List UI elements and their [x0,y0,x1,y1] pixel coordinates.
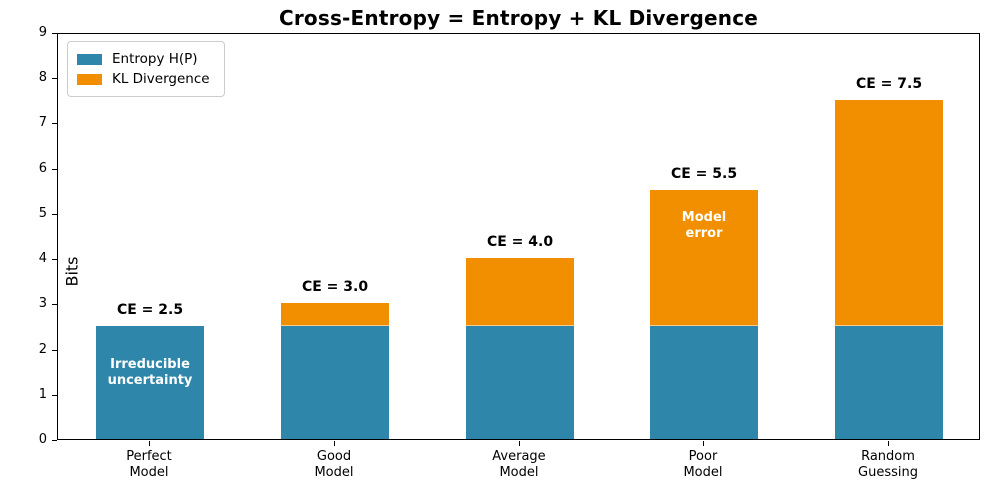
y-tick-mark [52,33,57,34]
y-tick-label: 5 [38,206,47,221]
bar-segment-entropy [96,326,204,439]
y-tick-mark [52,123,57,124]
y-tick-label: 4 [38,251,47,266]
bar-segment-kl [466,258,574,326]
bar-annotation: Irreducible uncertainty [107,357,193,388]
plot-area: Bits Entropy H(P) KL Divergence CE = 2.5 C… [57,33,980,440]
legend-label: Entropy H(P) [112,51,198,67]
bar-segment-entropy [281,326,389,439]
y-tick-mark [52,304,57,305]
legend-label: KL Divergence [112,71,210,87]
y-tick-mark [52,169,57,170]
x-tick-mark [149,441,150,446]
y-tick-mark [52,440,57,441]
x-tick-label: Good Model [314,449,354,480]
y-tick-mark [52,259,57,260]
y-tick-mark [52,395,57,396]
y-tick-label: 9 [38,25,47,40]
x-tick-label: Average Model [492,449,546,480]
bar-segment-entropy [466,326,574,439]
x-tick-label: Random Guessing [858,449,918,480]
bar-segment-entropy [650,326,758,439]
bar-segment-entropy [835,326,943,439]
y-tick-label: 0 [38,432,47,447]
x-tick-label: Poor Model [683,449,723,480]
bar-total-label: CE = 2.5 [116,302,184,318]
x-tick-mark [519,441,520,446]
bar-segment-kl [835,100,943,326]
bar-total-label: CE = 5.5 [670,166,738,182]
x-tick-label: Perfect Model [126,449,172,480]
bar-segment-kl [281,303,389,326]
legend-entry: Entropy H(P) [77,49,214,69]
y-tick-label: 3 [38,296,47,311]
y-tick-label: 7 [38,115,47,130]
x-tick-mark [888,441,889,446]
y-tick-label: 2 [38,342,47,357]
bar-total-label: CE = 4.0 [486,234,554,250]
y-tick-label: 1 [38,387,47,402]
x-tick-mark [334,441,335,446]
y-tick-mark [52,78,57,79]
bar-annotation: Model error [681,210,727,241]
legend: Entropy H(P) KL Divergence [67,41,225,97]
y-tick-label: 8 [38,70,47,85]
x-tick-mark [703,441,704,446]
bar-segment-kl [650,190,758,326]
legend-swatch-entropy [77,53,102,65]
bar-total-label: CE = 7.5 [855,76,923,92]
y-tick-mark [52,214,57,215]
y-tick-label: 6 [38,161,47,176]
bar-total-label: CE = 3.0 [301,279,369,295]
chart-title: Cross-Entropy = Entropy + KL Divergence [278,6,759,30]
y-axis-label: Bits [62,256,82,287]
y-tick-mark [52,350,57,351]
legend-swatch-kl-divergence [77,73,102,85]
legend-entry: KL Divergence [77,69,214,89]
